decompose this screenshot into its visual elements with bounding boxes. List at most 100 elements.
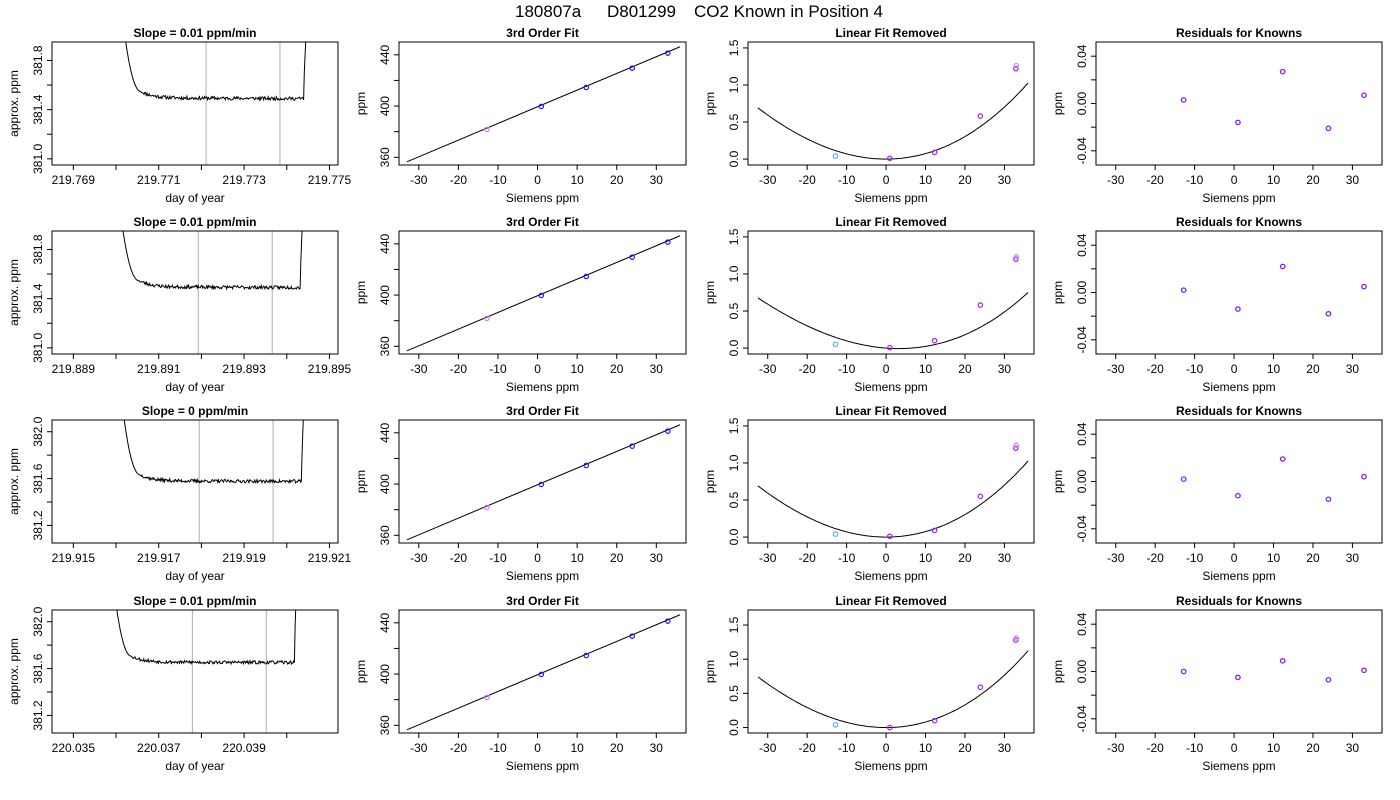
y-tick-label: 381.2 [31, 510, 45, 540]
residual-point-overlay [1326, 496, 1332, 502]
panel-fit-row-4: 3rd Order Fit Siemens ppm ppm -30 -20 -10 0 10 2… [354, 594, 687, 773]
plot-frame [51, 419, 339, 544]
y-tick-label: 1.5 [727, 417, 741, 434]
x-tick-label: 219.891 [137, 362, 181, 376]
residual-curve [757, 292, 1029, 350]
x-tick-label: 10 [919, 362, 933, 376]
x-tick-label: 10 [919, 741, 933, 755]
panel-title: Slope = 0.01 ppm/min [133, 594, 256, 608]
panel-title: Linear Fit Removed [835, 404, 946, 418]
y-tick-label: 1.0 [727, 265, 741, 282]
x-tick-label: 219.915 [52, 551, 96, 565]
x-tick-label: 0 [1231, 551, 1238, 565]
fit-line [406, 235, 681, 352]
y-tick-label: 440 [378, 422, 392, 442]
y-axis-label: approx. ppm [7, 638, 21, 705]
x-tick-label: -30 [759, 741, 777, 755]
concentration-trace [123, 420, 304, 485]
x-axis-label: Siemens ppm [506, 191, 579, 205]
residual-point-overlay [1280, 658, 1286, 664]
x-tick-label: 20 [1306, 173, 1320, 187]
plot-area [757, 62, 1029, 162]
panel-fit-row-3: 3rd Order Fit Siemens ppm ppm -30 -20 -10 0 10 2… [354, 404, 687, 583]
x-tick-label: 20 [958, 741, 972, 755]
panel-lin-row-4: Linear Fit Removed Siemens ppm ppm -30 -20 -1… [703, 594, 1035, 773]
x-tick-label: 0 [883, 362, 890, 376]
fit-point [538, 292, 545, 299]
x-tick-label: -10 [838, 551, 856, 565]
x-axis-label: Siemens ppm [1202, 759, 1275, 773]
residual-point-overlay [1361, 667, 1367, 673]
x-axis-label: Siemens ppm [854, 569, 927, 583]
fit-point [484, 315, 490, 322]
panel-fit-row-2: 3rd Order Fit Siemens ppm ppm -30 -20 -10 0 10 2… [354, 215, 687, 394]
plot-area [125, 42, 307, 165]
fit-line [406, 46, 681, 163]
y-tick-label: 382.0 [31, 606, 45, 636]
y-tick-label: 0.0 [727, 339, 741, 356]
x-tick-label: 20 [1306, 362, 1320, 376]
plot-area [406, 614, 681, 731]
linear-removed-point [977, 684, 984, 691]
y-axis-label: ppm [354, 281, 368, 304]
x-tick-label: -10 [1186, 551, 1204, 565]
x-tick-label: 219.771 [137, 173, 181, 187]
plot-area [1180, 456, 1367, 503]
plot-frame [747, 230, 1035, 355]
linear-removed-point [887, 724, 893, 731]
y-axis-label: approx. ppm [7, 259, 21, 326]
x-tick-label: -30 [759, 551, 777, 565]
y-tick-label: 400 [378, 285, 392, 305]
x-tick-label: -20 [1147, 362, 1165, 376]
fit-point [583, 462, 590, 469]
y-axis-label: ppm [703, 281, 717, 304]
panel-title: Residuals for Knowns [1176, 594, 1302, 608]
fit-point [583, 273, 590, 280]
x-tick-label: 0 [534, 551, 541, 565]
x-tick-label: -30 [1107, 551, 1125, 565]
x-tick-label: -20 [799, 173, 817, 187]
concentration-trace [125, 42, 307, 102]
x-tick-label: -10 [1186, 362, 1204, 376]
y-tick-label: 400 [378, 664, 392, 684]
panel-title: Slope = 0.01 ppm/min [133, 26, 256, 40]
residual-point-overlay [1235, 119, 1241, 125]
linear-removed-point [931, 149, 938, 156]
y-tick-label: 381.2 [31, 700, 45, 730]
y-tick-label: 360 [378, 525, 392, 545]
x-tick-label: 10 [1267, 173, 1281, 187]
x-tick-label: -30 [1107, 362, 1125, 376]
x-tick-label: -20 [450, 173, 468, 187]
x-tick-label: 219.919 [222, 551, 266, 565]
x-tick-label: -30 [1107, 741, 1125, 755]
fit-point [583, 652, 590, 659]
linear-removed-point [1013, 65, 1019, 72]
x-tick-label: -20 [1147, 741, 1165, 755]
x-tick-label: -20 [450, 362, 468, 376]
plot-frame [1095, 41, 1383, 166]
plot-frame [1095, 419, 1383, 544]
x-tick-label: 10 [919, 173, 933, 187]
plot-area [757, 635, 1029, 731]
x-tick-label: 30 [1346, 551, 1360, 565]
plot-frame [747, 41, 1035, 166]
y-tick-label: -0.04 [1075, 137, 1089, 165]
x-tick-label: -30 [410, 741, 428, 755]
y-tick-label: 440 [378, 44, 392, 64]
y-tick-label: 382.0 [31, 416, 45, 446]
residual-point-overlay [1235, 493, 1241, 499]
residual-point-overlay [1235, 674, 1241, 680]
x-tick-label: 219.921 [308, 551, 352, 565]
panel-title: Linear Fit Removed [835, 594, 946, 608]
x-tick-label: -20 [1147, 173, 1165, 187]
x-axis-label: Siemens ppm [506, 759, 579, 773]
plot-frame [398, 230, 687, 355]
y-tick-label: 0.00 [1075, 469, 1089, 493]
y-tick-label: 381.8 [31, 234, 45, 264]
linear-removed-point [977, 493, 984, 500]
y-tick-label: 0.04 [1075, 612, 1089, 636]
panel-res-row-4: Residuals for Knowns Siemens ppm ppm -30 -20… [1051, 594, 1383, 773]
y-tick-label: 1.5 [727, 616, 741, 633]
linear-removed-point [832, 721, 839, 728]
residual-point-overlay [1280, 69, 1286, 75]
